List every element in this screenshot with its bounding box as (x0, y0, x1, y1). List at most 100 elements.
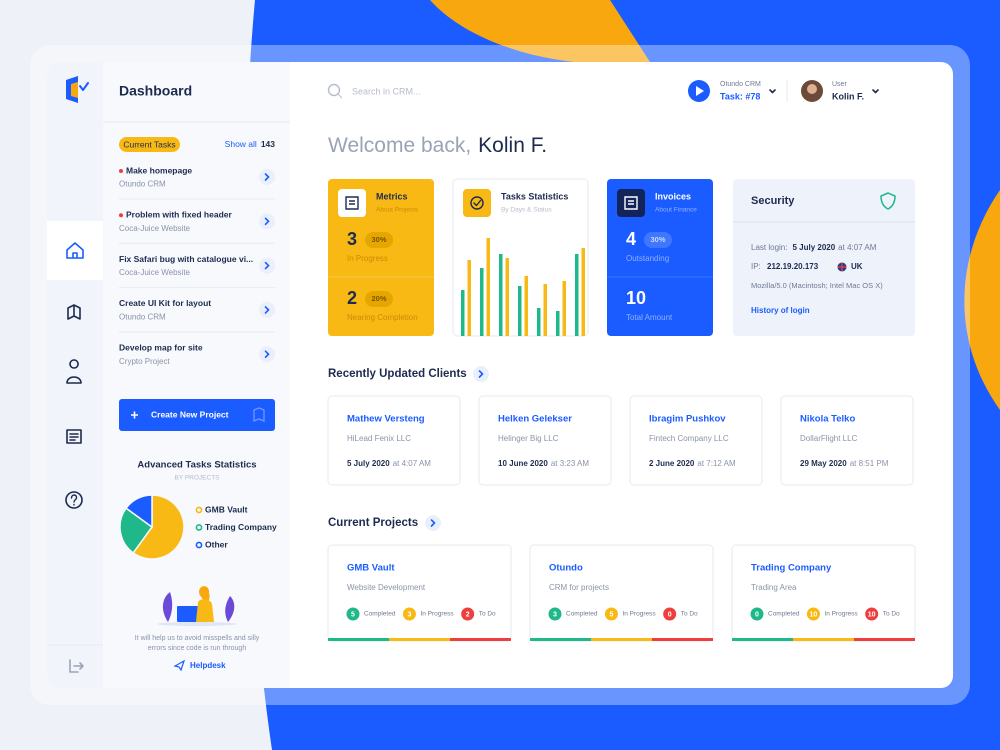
legend-label: Other (205, 539, 228, 549)
status-count-bg (461, 607, 475, 621)
status-label: Completed (768, 611, 800, 618)
button-icon (253, 407, 265, 422)
task-title: Problem with fixed header (126, 210, 232, 220)
status-label: To Do (883, 611, 900, 618)
project-card[interactable] (731, 544, 916, 642)
status-count-bg (346, 607, 360, 621)
task-app: Otundo CRM (720, 81, 761, 88)
status-count: 10 (868, 611, 876, 618)
project-progress (530, 638, 591, 641)
sidebar (103, 62, 290, 688)
search-input[interactable]: Search in CRM... (352, 86, 421, 96)
task-open-button[interactable] (259, 213, 275, 230)
card-label: Outstanding (626, 254, 669, 263)
chevron-icon (430, 519, 436, 527)
current-task[interactable]: Task: #78 (720, 91, 760, 101)
task-project: Coca-Juice Website (119, 224, 191, 233)
show-all-link[interactable]: Show all 143 (225, 139, 276, 149)
icon-rail (47, 62, 103, 688)
project-progress (652, 638, 713, 641)
chevron-circle (259, 346, 275, 363)
legend-marker (195, 506, 203, 514)
security-card (733, 179, 915, 336)
status-label: Completed (364, 611, 396, 618)
client-updated: 5 July 2020 at 4:07 AM (347, 459, 431, 468)
status-count-bg (750, 607, 764, 621)
client-card[interactable] (629, 395, 763, 486)
nav-projects[interactable] (67, 304, 81, 320)
flag-cross (837, 262, 847, 272)
urgent-dot (119, 169, 123, 173)
client-date: 29 May 2020 (800, 459, 847, 468)
sidebar-title: Dashboard (119, 83, 192, 99)
pie-slice (125, 494, 153, 529)
bar (499, 254, 503, 336)
status-count: 2 (466, 611, 470, 618)
client-updated: 2 June 2020 at 7:12 AM (649, 459, 736, 468)
client-updated: 10 June 2020 at 3:23 AM (498, 459, 589, 468)
bar (556, 311, 560, 336)
client-card[interactable] (780, 395, 914, 486)
helpdesk-icon (173, 659, 186, 672)
nav-messages[interactable] (66, 429, 82, 444)
task-open-button[interactable] (259, 257, 275, 274)
nav-help-mark (70, 494, 78, 506)
client-name: Helken Gelekser (498, 414, 572, 425)
bar (480, 268, 484, 336)
task-dropdown[interactable] (769, 89, 776, 94)
chevron-circle (259, 213, 275, 230)
projects-more-button[interactable] (425, 515, 441, 531)
status-count: 5 (609, 611, 613, 618)
show-all-text: Show all (225, 139, 257, 149)
status-count: 0 (755, 611, 759, 618)
country: UK (851, 262, 863, 271)
welcome-greeting: Welcome back, (328, 134, 471, 157)
card-title: Metrics (376, 191, 408, 201)
card-icon-bg (463, 189, 491, 217)
chevron-circle (259, 169, 275, 185)
bar (461, 290, 465, 336)
client-card[interactable] (327, 395, 461, 486)
status-count-bg (604, 607, 618, 621)
search-icon (337, 93, 343, 99)
illustration-floor (157, 622, 237, 626)
card-icon (345, 196, 359, 210)
clients-more-button[interactable] (473, 366, 489, 382)
nav-help[interactable] (65, 491, 83, 509)
search-icon (327, 83, 341, 97)
legend-label: Trading Company (205, 522, 277, 532)
chevron-icon (478, 370, 484, 378)
card-icon-bg (617, 189, 645, 217)
nav-users[interactable] (66, 359, 82, 384)
card-value: 2 (347, 288, 357, 308)
user-dropdown[interactable] (872, 89, 879, 94)
task-open-button[interactable] (259, 346, 275, 363)
create-project-button[interactable]: Create New Project (119, 399, 275, 431)
nav-home[interactable] (66, 242, 84, 259)
project-progress (793, 638, 854, 641)
card-badge (365, 291, 393, 307)
client-card[interactable] (478, 395, 612, 486)
ip-address: 212.19.20.173 (767, 262, 819, 271)
project-progress (591, 638, 652, 641)
card-value: 10 (626, 288, 646, 308)
project-card[interactable] (327, 544, 512, 642)
helpdesk-link[interactable]: Helpdesk (190, 661, 226, 670)
task-open-button[interactable] (259, 169, 275, 185)
chevron-icon (264, 173, 270, 181)
illustration-body (196, 599, 214, 622)
project-card[interactable] (529, 544, 714, 642)
task-open-button[interactable] (259, 301, 275, 318)
tasks-badge-text: Current Tasks (123, 139, 175, 149)
client-time: at 8:51 PM (850, 459, 889, 468)
user-name: Kolin F. (832, 91, 864, 101)
nav-logout[interactable] (69, 659, 84, 673)
project-description: CRM for projects (549, 583, 609, 592)
card-label: In Progress (347, 254, 388, 263)
last-login-label: Last login: (751, 243, 787, 252)
ip-label: IP: (751, 262, 761, 271)
status-count: 5 (351, 611, 355, 618)
card-icon (473, 199, 482, 207)
history-link[interactable]: History of login (751, 306, 810, 315)
status-count-bg (402, 607, 416, 621)
